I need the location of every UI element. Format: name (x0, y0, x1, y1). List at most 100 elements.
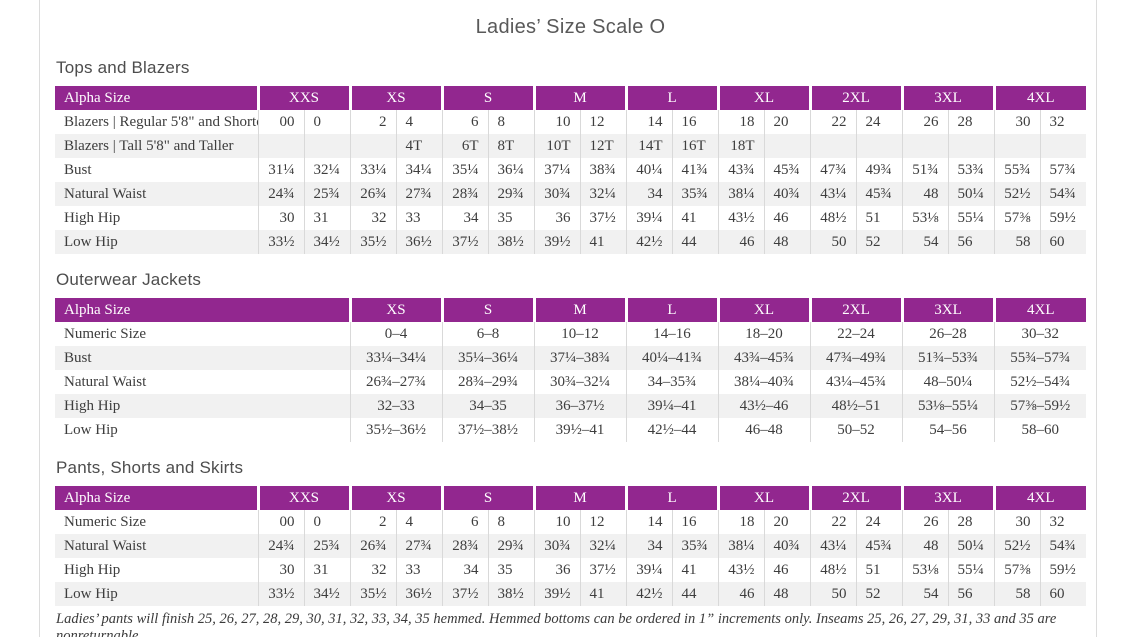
size-group-header-xs: XS (348, 86, 443, 110)
size-cell: 30 (257, 206, 304, 230)
size-cell: 35¼–36¼ (441, 346, 534, 370)
size-cell: 45¾ (855, 534, 903, 558)
size-cell: 35 (487, 206, 535, 230)
size-cell: 54–56 (901, 418, 995, 442)
size-cell: 32 (1039, 110, 1087, 134)
size-group-header-l: L (624, 486, 719, 510)
size-cell: 33½ (257, 582, 304, 606)
size-cell: 32 (349, 206, 397, 230)
size-cell: 10 (533, 110, 581, 134)
size-cell: 55¼ (947, 206, 995, 230)
section-title-tops-and-blazers: Tops and Blazers (56, 58, 190, 77)
size-cell: 14T (625, 134, 673, 158)
size-cell: 28¾ (441, 182, 489, 206)
size-cell (855, 134, 903, 158)
size-cell: 43¾–45¾ (717, 346, 811, 370)
size-group-header-m: M (532, 486, 627, 510)
table-row: Blazers | Tall 5'8" and Taller 4T 6T 8T 10T 1… (55, 134, 1087, 158)
size-cell: 48½ (809, 558, 857, 582)
row-label: Low Hip (64, 586, 118, 602)
size-cell: 46 (763, 558, 811, 582)
size-cell: 48½ (809, 206, 857, 230)
size-cell: 6–8 (441, 322, 534, 346)
size-cell: 10T (533, 134, 581, 158)
size-cell: 28¾–29¾ (441, 370, 534, 394)
row-label: Natural Waist (64, 538, 147, 554)
size-cell: 00 (257, 110, 304, 134)
size-cell: 18–20 (717, 322, 811, 346)
size-cell: 58 (993, 582, 1041, 606)
size-cell: 20 (763, 110, 811, 134)
size-cell: 27¾ (395, 182, 443, 206)
size-cell: 25¾ (303, 182, 351, 206)
size-group-header-xl: XL (716, 298, 811, 322)
row-label: High Hip (64, 562, 121, 578)
size-cell: 39¼–41 (625, 394, 719, 418)
size-cell: 41 (579, 582, 627, 606)
size-cell: 51 (855, 206, 903, 230)
size-cell: 52½ (993, 182, 1041, 206)
size-cell: 43½ (717, 206, 765, 230)
size-cell: 38¼–40¾ (717, 370, 811, 394)
header-row: Alpha Size XXS XS S M L XL 2XL 3XL 4XL (55, 86, 1087, 110)
section-title-pants-shorts-skirts: Pants, Shorts and Skirts (56, 458, 244, 477)
size-group-header-s: S (440, 298, 534, 322)
size-cell: 42½ (625, 582, 673, 606)
size-cell: 50 (809, 582, 857, 606)
size-cell: 26¾ (349, 534, 397, 558)
size-cell: 34¼ (395, 158, 443, 182)
size-cell: 34½ (303, 230, 351, 254)
size-cell: 53⅛–55¼ (901, 394, 995, 418)
size-cell: 0–4 (349, 322, 442, 346)
size-table: Alpha Size XXS XS S M L XL 2XL 3XL 4XL Blazers | R… (55, 86, 1087, 254)
row-label: Bust (64, 350, 92, 366)
size-cell: 48–50¼ (901, 370, 995, 394)
size-cell: 37½ (441, 582, 489, 606)
size-cell: 8 (487, 110, 535, 134)
size-group-header-l: L (624, 298, 719, 322)
size-cell: 48 (763, 582, 811, 606)
size-cell: 51¾ (901, 158, 949, 182)
row-label: Numeric Size (64, 514, 147, 530)
size-cell (763, 134, 811, 158)
size-cell: 18 (717, 110, 765, 134)
size-cell: 56 (947, 582, 995, 606)
size-cell: 33¼ (349, 158, 397, 182)
size-cell: 32¼ (579, 182, 627, 206)
size-cell: 36½ (395, 230, 443, 254)
size-cell: 48½–51 (809, 394, 903, 418)
size-cell: 37½–38½ (441, 418, 534, 442)
size-cell: 4T (395, 134, 443, 158)
size-cell: 35½ (349, 230, 397, 254)
size-cell: 56 (947, 230, 995, 254)
size-cell: 32 (1039, 510, 1087, 534)
size-cell: 28 (947, 110, 995, 134)
table-row: Numeric Size 00 0 2 4 6 8 10 12 14 16 18 20 22 24 26 28 3… (55, 510, 1087, 534)
size-cell: 57⅜ (993, 558, 1041, 582)
size-cell: 34 (625, 182, 673, 206)
size-cell: 31 (303, 558, 351, 582)
size-cell: 50–52 (809, 418, 903, 442)
size-cell: 32¼ (303, 158, 351, 182)
size-cell: 26 (901, 510, 949, 534)
size-cell: 59½ (1039, 206, 1087, 230)
size-cell: 39½–41 (533, 418, 626, 442)
size-cell: 34–35¾ (625, 370, 719, 394)
size-group-header-s: S (440, 486, 535, 510)
size-cell: 16 (671, 110, 719, 134)
size-group-header-4xl: 4XL (992, 298, 1087, 322)
size-cell: 54 (901, 582, 949, 606)
row-label: Natural Waist (64, 374, 147, 390)
alpha-size-header: Alpha Size (55, 298, 350, 322)
size-cell (993, 134, 1041, 158)
size-cell: 30–32 (993, 322, 1087, 346)
size-cell: 40¼ (625, 158, 673, 182)
row-label: Blazers | Regular 5'8" and Shorter (64, 114, 258, 130)
size-cell: 35½ (349, 582, 397, 606)
size-cell: 26–28 (901, 322, 995, 346)
size-cell: 36–37½ (533, 394, 626, 418)
size-cell: 43½–46 (717, 394, 811, 418)
table-pants-shorts-and-skirts: Alpha Size XXS XS S M L XL 2XL 3XL 4XL Numeric Siz… (55, 486, 1087, 606)
size-cell: 12T (579, 134, 627, 158)
size-cell: 30 (993, 510, 1041, 534)
